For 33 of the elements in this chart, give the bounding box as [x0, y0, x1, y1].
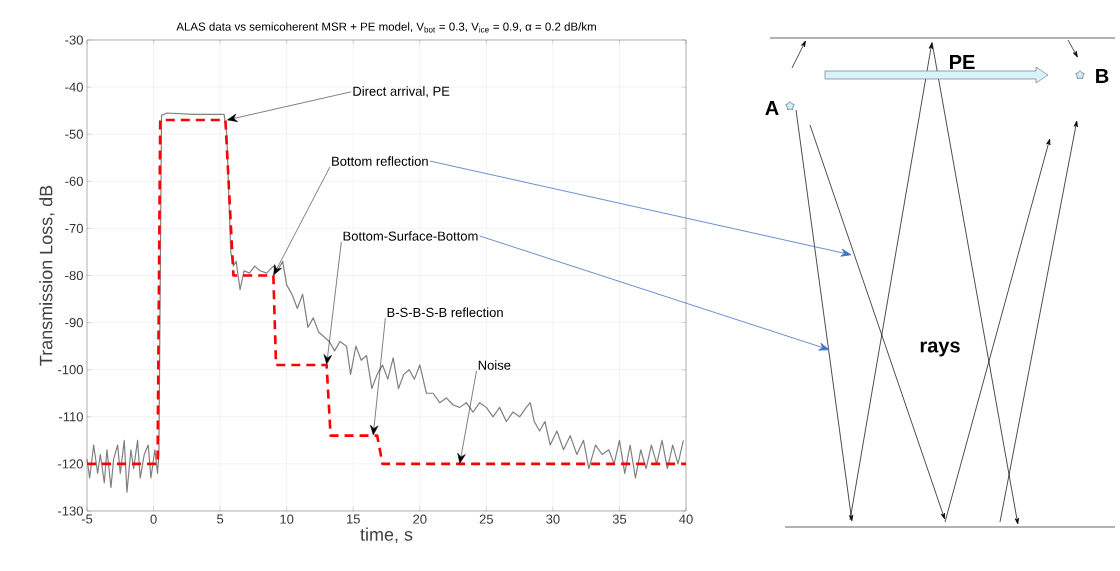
- y-tick-label: -40: [65, 82, 83, 92]
- x-tick-label: 25: [479, 514, 494, 524]
- annotation: Noise: [478, 360, 511, 370]
- text: PE: [950, 55, 975, 69]
- y-tick-label: -100: [58, 365, 83, 375]
- text: rays: [920, 341, 960, 357]
- x-tick-label: 10: [280, 514, 294, 524]
- y-tick-label: -50: [65, 129, 83, 139]
- x-tick-label: 0: [150, 514, 157, 524]
- y-tick-label: -60: [65, 176, 83, 186]
- chart-title: ALAS data vs semicoherent MSR + PE model, V$_{bot}$ = 0.3, V$_{ice}$ = 0.9, α = 0.2 dB/km: [176, 22, 596, 33]
- annotation: B-S-B-S-B reflection: [387, 307, 503, 318]
- x-axis-title: time, s: [360, 527, 413, 543]
- x-tick-label: 20: [413, 514, 427, 524]
- x-tick-label: -5: [81, 514, 93, 524]
- x-tick-label: 40: [679, 514, 693, 524]
- text: B: [1096, 69, 1109, 83]
- y-tick-label: -120: [58, 459, 83, 469]
- y-axis-title: Transmission Loss, dB: [39, 185, 55, 366]
- y-tick-label: -130: [58, 506, 83, 516]
- annotation: Bottom reflection: [332, 156, 428, 166]
- x-tick-label: 35: [612, 514, 627, 524]
- x-tick-label: 5: [217, 514, 224, 524]
- y-tick-label: -70: [65, 223, 83, 233]
- x-tick-label: 30: [546, 514, 560, 524]
- y-tick-label: -30: [65, 35, 83, 45]
- y-tick-label: -110: [58, 412, 83, 422]
- y-tick-label: -90: [65, 317, 83, 328]
- text: A: [765, 101, 779, 115]
- annotation: Bottom-Surface-Bottom: [343, 231, 478, 241]
- y-tick-label: -80: [65, 270, 83, 281]
- x-tick-label: 15: [346, 514, 360, 524]
- annotation: Direct arrival, PE: [353, 86, 450, 98]
